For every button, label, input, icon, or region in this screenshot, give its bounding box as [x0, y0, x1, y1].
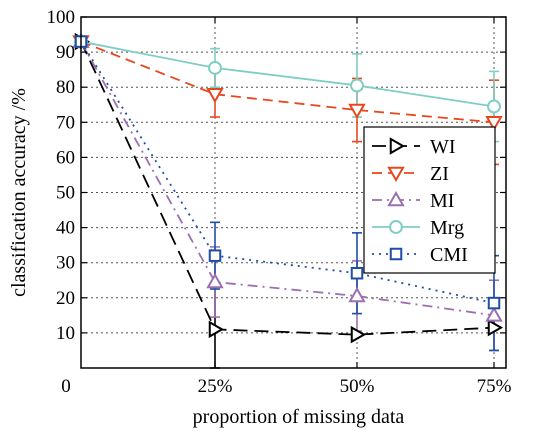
x-tick-label: 0 — [61, 376, 71, 397]
legend-marker-wi — [389, 137, 406, 155]
legend-label-mrg: Mrg — [430, 217, 464, 239]
y-axis-label: classification accuracy /% — [8, 88, 30, 297]
y-tick-label: 30 — [56, 253, 75, 274]
data-point-cmi — [350, 266, 364, 280]
x-tick-label: 75% — [477, 376, 512, 397]
data-point-wi — [350, 325, 367, 344]
legend-marker-mrg — [389, 220, 403, 234]
x-tick-label: 50% — [340, 376, 375, 397]
legend: WI ZI MI Mrg CMI — [363, 126, 496, 274]
series-line-mrg — [80, 40, 495, 108]
data-point-zi — [485, 116, 503, 132]
data-point-mi — [348, 287, 366, 303]
data-point-mrg — [208, 60, 222, 75]
legend-label-mi: MI — [430, 190, 454, 212]
x-axis-label: proportion of missing data — [193, 406, 405, 428]
y-tick-label: 20 — [56, 288, 75, 309]
y-tick-label: 50 — [56, 183, 75, 204]
axis-ticks: 10 20 30 40 50 60 70 80 90 100 0 25% 50% 75% — [47, 7, 512, 397]
data-point-mrg — [487, 99, 501, 114]
x-tick-label: 25% — [198, 376, 233, 397]
data-point-mi — [206, 272, 224, 289]
y-tick-label: 80 — [56, 77, 75, 98]
legend-box — [363, 126, 496, 274]
data-point-zi — [348, 103, 366, 120]
data-point-wi — [208, 320, 225, 339]
y-tick-label: 60 — [56, 147, 75, 168]
data-point-cmi — [487, 296, 501, 310]
legend-label-wi: WI — [430, 136, 456, 158]
data-point-zi — [206, 87, 224, 104]
y-tick-label: 70 — [56, 112, 75, 133]
legend-marker-zi — [387, 166, 405, 183]
data-point-cmi — [208, 249, 222, 262]
legend-label-cmi: CMI — [430, 244, 468, 266]
series-lines — [80, 40, 495, 336]
legend-marker-cmi — [389, 247, 403, 261]
series-line-mi — [80, 41, 495, 317]
y-tick-label: 10 — [56, 323, 75, 344]
y-tick-label: 40 — [56, 218, 75, 239]
data-point-mrg — [350, 78, 364, 93]
y-tick-label: 100 — [47, 7, 76, 28]
series-line-cmi — [80, 41, 495, 304]
series-line-wi — [80, 41, 495, 336]
legend-marker-mi — [387, 190, 405, 207]
series-line-zi — [80, 40, 495, 124]
data-point-wi — [487, 318, 504, 337]
y-tick-label: 90 — [56, 42, 75, 63]
data-point-mi — [485, 306, 503, 322]
legend-label-zi: ZI — [430, 163, 449, 185]
